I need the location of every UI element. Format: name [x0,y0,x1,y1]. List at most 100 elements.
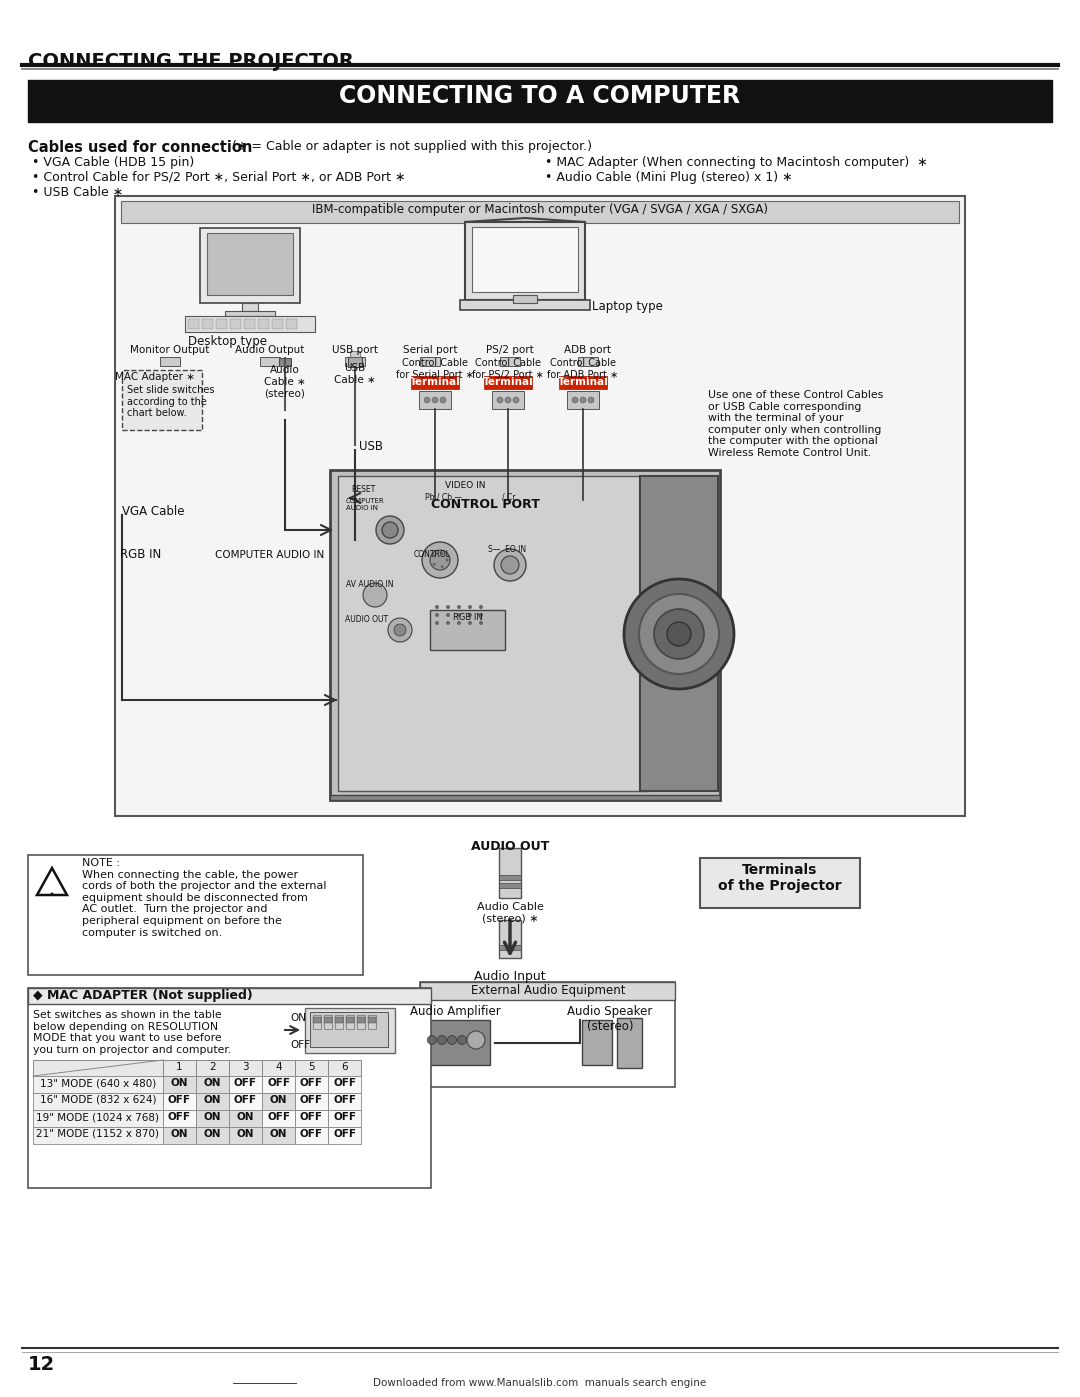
Text: OFF: OFF [300,1129,323,1139]
Text: 12: 12 [28,1355,55,1375]
Bar [417,768,429,789]
Text: Audio Cable
(stereo) ∗: Audio Cable (stereo) ∗ [476,902,543,923]
Circle shape [458,1035,467,1045]
Circle shape [667,622,691,645]
Bar [499,921,521,958]
Bar [484,376,532,388]
Bar [195,1111,229,1127]
Bar [242,303,258,312]
Bar [33,1127,163,1144]
Circle shape [51,893,54,895]
Bar [188,319,199,330]
Circle shape [422,542,458,578]
Circle shape [376,515,404,543]
Bar [170,381,178,388]
Bar [330,795,720,800]
Text: OFF: OFF [333,1078,356,1088]
Text: 5: 5 [308,1062,314,1071]
Bar [122,370,202,430]
Text: MAC Adapter ∗: MAC Adapter ∗ [114,372,195,381]
Bar [185,316,315,332]
Text: Audio
Cable ∗
(stereo): Audio Cable ∗ (stereo) [265,365,306,398]
Bar [363,768,375,789]
Bar [279,358,291,366]
Text: ON: ON [204,1095,221,1105]
Bar [207,233,293,295]
Circle shape [394,624,406,636]
Bar [305,1009,395,1053]
Bar [471,768,483,789]
Circle shape [457,622,461,624]
Bar [216,319,227,330]
Text: Laptop type: Laptop type [592,300,663,313]
Bar [244,319,255,330]
Bar [170,379,178,397]
Bar [453,768,465,789]
Text: OFF: OFF [234,1095,257,1105]
Circle shape [382,522,399,538]
Text: 6: 6 [341,1062,348,1071]
Bar [489,768,501,789]
Text: Downloaded from www.Manualslib.com  manuals search engine: Downloaded from www.Manualslib.com manua… [374,1377,706,1389]
Bar [229,1127,262,1144]
Circle shape [480,622,483,624]
Bar [465,222,585,300]
Bar [390,481,540,497]
Circle shape [363,583,387,608]
Bar [420,982,675,1087]
Bar [295,1076,328,1092]
Bar [328,1060,361,1076]
Bar [130,381,138,388]
Bar [180,379,188,397]
Bar [295,1060,328,1076]
Bar [262,1092,295,1111]
Bar [195,1060,229,1076]
Text: OFF: OFF [291,1039,310,1051]
Text: 2: 2 [210,1062,216,1071]
Bar [338,476,648,791]
Bar [313,1016,321,1030]
Bar [262,1076,295,1092]
Circle shape [580,397,586,402]
Text: Monitor Output: Monitor Output [131,345,210,355]
Bar [195,1092,229,1111]
Bar [28,988,431,1187]
Bar [229,1060,262,1076]
Bar [258,319,269,330]
Bar [578,358,598,366]
Bar [346,483,380,495]
Bar [492,391,524,409]
Bar [114,196,966,816]
Bar [121,201,959,224]
Circle shape [480,605,483,609]
Bar [260,358,280,366]
Text: 19" MODE (1024 x 768): 19" MODE (1024 x 768) [37,1112,160,1122]
Text: S—  EO IN: S— EO IN [488,545,526,555]
Text: ON: ON [237,1129,254,1139]
Bar [163,1127,195,1144]
Bar [381,768,393,789]
Text: OFF: OFF [234,1078,257,1088]
Text: ON: ON [270,1095,287,1105]
Text: RGB IN: RGB IN [120,548,161,562]
Bar [328,1092,361,1111]
Bar [411,376,459,388]
Bar [262,1060,295,1076]
Polygon shape [37,868,67,895]
Bar [346,1016,354,1030]
Text: VIDEO IN: VIDEO IN [445,481,485,490]
Text: ON: ON [237,1112,254,1122]
Text: RESET: RESET [351,485,375,495]
Bar [195,1127,229,1144]
Text: Audio Speaker
(stereo): Audio Speaker (stereo) [567,1004,652,1032]
Circle shape [441,566,444,569]
Bar [230,319,241,330]
Circle shape [467,1031,485,1049]
Text: VGA Cable: VGA Cable [122,504,185,518]
Text: 4: 4 [275,1062,282,1071]
Text: ON: ON [270,1129,287,1139]
Circle shape [435,605,438,609]
Bar [28,988,431,1004]
Text: AUDIO OUT: AUDIO OUT [345,615,388,624]
Bar [180,381,188,388]
